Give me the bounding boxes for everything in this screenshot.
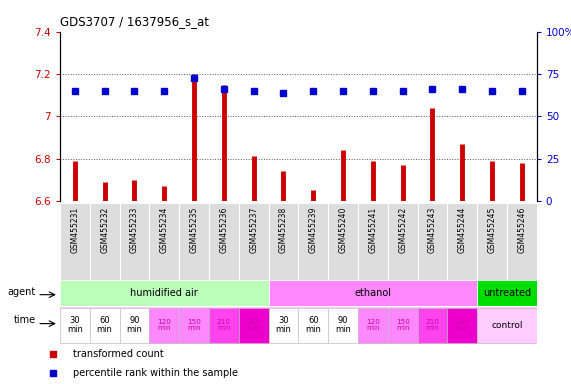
Text: 60
min: 60 min xyxy=(96,316,112,334)
Bar xyxy=(358,308,388,343)
Bar xyxy=(477,280,537,306)
Bar xyxy=(60,203,90,280)
Text: GDS3707 / 1637956_s_at: GDS3707 / 1637956_s_at xyxy=(60,15,209,28)
Text: GSM455245: GSM455245 xyxy=(488,207,497,253)
Text: 60
min: 60 min xyxy=(305,316,321,334)
Bar xyxy=(477,203,507,280)
Bar xyxy=(358,203,388,280)
Text: transformed count: transformed count xyxy=(73,349,164,359)
Bar xyxy=(328,203,358,280)
Text: GSM455244: GSM455244 xyxy=(458,207,467,253)
Bar xyxy=(268,203,298,280)
Text: 90
min: 90 min xyxy=(335,316,351,334)
Bar xyxy=(90,308,119,343)
Text: GSM455239: GSM455239 xyxy=(309,207,317,253)
Text: GSM455237: GSM455237 xyxy=(249,207,258,253)
Text: percentile rank within the sample: percentile rank within the sample xyxy=(73,367,238,377)
Bar xyxy=(268,308,299,343)
Text: GSM455240: GSM455240 xyxy=(339,207,348,253)
Text: GSM455243: GSM455243 xyxy=(428,207,437,253)
Bar xyxy=(299,308,328,343)
Bar xyxy=(60,280,268,306)
Text: 120
min: 120 min xyxy=(366,319,380,331)
Bar xyxy=(447,203,477,280)
Bar xyxy=(239,203,268,280)
Text: agent: agent xyxy=(8,287,36,297)
Text: untreated: untreated xyxy=(483,288,531,298)
Bar xyxy=(268,280,477,306)
Text: 240
min: 240 min xyxy=(455,319,469,331)
Bar xyxy=(507,203,537,280)
Bar xyxy=(60,308,90,343)
Bar xyxy=(417,308,447,343)
Text: 240
min: 240 min xyxy=(247,319,260,331)
Text: control: control xyxy=(491,321,522,330)
Text: 90
min: 90 min xyxy=(127,316,142,334)
Bar xyxy=(209,308,239,343)
Text: GSM455235: GSM455235 xyxy=(190,207,199,253)
Bar xyxy=(239,308,268,343)
Bar xyxy=(179,308,209,343)
Text: 30
min: 30 min xyxy=(67,316,83,334)
Text: GSM455232: GSM455232 xyxy=(100,207,109,253)
Bar xyxy=(299,203,328,280)
Bar xyxy=(90,203,119,280)
Text: GSM455238: GSM455238 xyxy=(279,207,288,253)
Text: GSM455236: GSM455236 xyxy=(219,207,228,253)
Text: GSM455231: GSM455231 xyxy=(70,207,79,253)
Text: 150
min: 150 min xyxy=(396,319,409,331)
Bar xyxy=(417,203,447,280)
Text: 120
min: 120 min xyxy=(158,319,171,331)
Text: GSM455242: GSM455242 xyxy=(398,207,407,253)
Text: humidified air: humidified air xyxy=(130,288,198,298)
Text: ethanol: ethanol xyxy=(355,288,391,298)
Bar xyxy=(150,203,179,280)
Text: GSM455234: GSM455234 xyxy=(160,207,169,253)
Text: 30
min: 30 min xyxy=(276,316,291,334)
Text: GSM455241: GSM455241 xyxy=(368,207,377,253)
Text: 210
min: 210 min xyxy=(217,319,231,331)
Text: 150
min: 150 min xyxy=(187,319,201,331)
Bar xyxy=(150,308,179,343)
Bar xyxy=(179,203,209,280)
Bar xyxy=(447,308,477,343)
Bar xyxy=(209,203,239,280)
Text: time: time xyxy=(14,315,36,325)
Bar xyxy=(388,203,417,280)
Bar xyxy=(477,308,537,343)
Bar xyxy=(119,203,150,280)
Bar xyxy=(328,308,358,343)
Bar xyxy=(119,308,150,343)
Text: GSM455246: GSM455246 xyxy=(517,207,526,253)
Text: 210
min: 210 min xyxy=(425,319,439,331)
Text: GSM455233: GSM455233 xyxy=(130,207,139,253)
Bar xyxy=(388,308,417,343)
